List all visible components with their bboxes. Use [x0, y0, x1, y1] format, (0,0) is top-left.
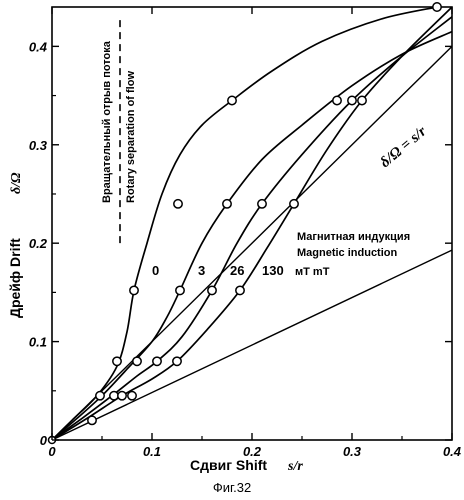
y-tick-label: 0.1	[29, 335, 47, 350]
data-point-130	[236, 286, 244, 294]
data-point-26	[208, 286, 216, 294]
data-point-26	[110, 392, 118, 400]
data-point-130	[358, 96, 366, 104]
x-tick-label: 0.3	[343, 444, 362, 459]
rotary-separation-label-ru: Вращательный отрыв потока	[101, 40, 113, 203]
data-point-0	[228, 96, 236, 104]
data-point-130	[118, 392, 126, 400]
data-point-0	[88, 416, 96, 424]
x-tick-label: 0	[48, 444, 56, 459]
magnetic-induction-label-ru: Магнитная индукция	[297, 231, 410, 243]
y-tick-label: 0.2	[29, 236, 48, 251]
curve-label-0: 0	[152, 263, 159, 278]
rotary-separation-label-en: Rotary separation of flow	[125, 71, 137, 203]
data-point-0	[130, 286, 138, 294]
data-point-3	[133, 357, 141, 365]
unit-label: мТ mT	[295, 266, 330, 278]
data-point-26	[153, 357, 161, 365]
chart: 00.10.20.30.400.10.20.30.4 Вращательный …	[0, 0, 464, 480]
x-tick-label: 0.4	[443, 444, 462, 459]
data-point-3	[333, 96, 341, 104]
data-point-0	[433, 3, 441, 11]
magnetic-induction-label-en: Magnetic induction	[297, 247, 398, 259]
y-tick-label: 0.4	[29, 39, 48, 54]
y-tick-label: 0	[40, 433, 48, 448]
data-point-3	[223, 200, 231, 208]
data-point-0	[174, 200, 182, 208]
x-tick-label: 0.1	[143, 444, 161, 459]
data-point-0	[113, 357, 121, 365]
data-point-26	[348, 96, 356, 104]
identity-line-label: δ/Ω = s/r	[377, 123, 429, 171]
y-axis-symbol: δ/Ω	[9, 172, 24, 194]
data-point-130	[128, 392, 136, 400]
curve-label-130: 130	[262, 263, 284, 278]
data-point-26	[258, 200, 266, 208]
data-point-3	[96, 392, 104, 400]
curve-label-3: 3	[198, 263, 205, 278]
reference-line-1	[52, 250, 452, 440]
curve-label-26: 26	[230, 263, 244, 278]
y-axis-title: Дрейф Drift	[7, 238, 23, 318]
x-axis-symbol: s/r	[287, 459, 303, 474]
data-point-130	[173, 357, 181, 365]
figure-caption: Фиг.32	[0, 480, 464, 495]
data-point-3	[176, 286, 184, 294]
y-tick-label: 0.3	[29, 138, 48, 153]
x-axis-title: Сдвиг Shift	[190, 457, 267, 473]
data-point-130	[290, 200, 298, 208]
